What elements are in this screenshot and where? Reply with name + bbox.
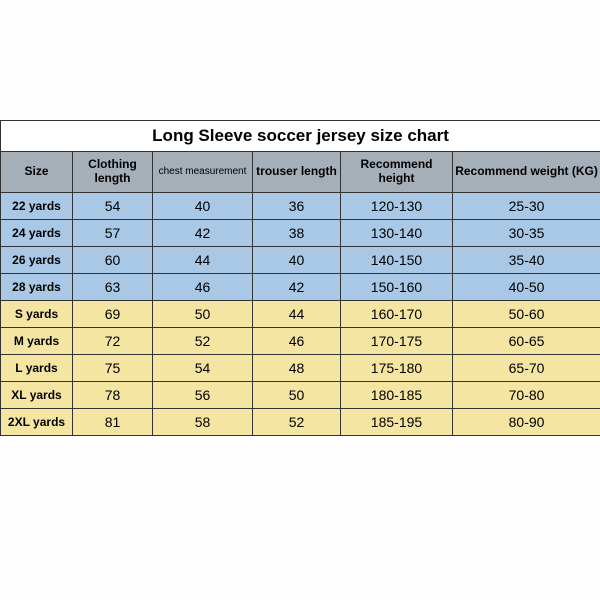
header-row: Size Clothing length chest measurement t… bbox=[1, 152, 600, 193]
size-cell: 24 yards bbox=[1, 220, 73, 247]
data-cell: 81 bbox=[73, 409, 153, 436]
data-cell: 58 bbox=[153, 409, 253, 436]
data-cell: 50 bbox=[253, 382, 341, 409]
col-trouser-length: trouser length bbox=[253, 152, 341, 193]
data-cell: 120-130 bbox=[341, 193, 453, 220]
table-row: 28 yards634642150-16040-50 bbox=[1, 274, 600, 301]
col-recommend-weight: Recommend weight (KG) bbox=[453, 152, 600, 193]
data-cell: 75 bbox=[73, 355, 153, 382]
data-cell: 52 bbox=[153, 328, 253, 355]
data-cell: 175-180 bbox=[341, 355, 453, 382]
size-chart-table: Long Sleeve soccer jersey size chart Siz… bbox=[0, 120, 600, 436]
data-cell: 180-185 bbox=[341, 382, 453, 409]
data-cell: 50-60 bbox=[453, 301, 600, 328]
size-cell: 28 yards bbox=[1, 274, 73, 301]
data-cell: 70-80 bbox=[453, 382, 600, 409]
chart-title: Long Sleeve soccer jersey size chart bbox=[1, 121, 600, 152]
data-cell: 48 bbox=[253, 355, 341, 382]
data-cell: 140-150 bbox=[341, 247, 453, 274]
data-cell: 170-175 bbox=[341, 328, 453, 355]
table-row: 24 yards574238130-14030-35 bbox=[1, 220, 600, 247]
table-row: 26 yards604440140-15035-40 bbox=[1, 247, 600, 274]
data-cell: 50 bbox=[153, 301, 253, 328]
size-cell: 26 yards bbox=[1, 247, 73, 274]
data-cell: 44 bbox=[253, 301, 341, 328]
data-cell: 40-50 bbox=[453, 274, 600, 301]
data-cell: 52 bbox=[253, 409, 341, 436]
data-cell: 69 bbox=[73, 301, 153, 328]
data-cell: 40 bbox=[153, 193, 253, 220]
data-cell: 25-30 bbox=[453, 193, 600, 220]
col-chest-measurement: chest measurement bbox=[153, 152, 253, 193]
data-cell: 60 bbox=[73, 247, 153, 274]
data-cell: 63 bbox=[73, 274, 153, 301]
data-cell: 54 bbox=[153, 355, 253, 382]
col-clothing-length: Clothing length bbox=[73, 152, 153, 193]
data-cell: 80-90 bbox=[453, 409, 600, 436]
data-cell: 78 bbox=[73, 382, 153, 409]
data-cell: 65-70 bbox=[453, 355, 600, 382]
table-row: 2XL yards815852185-19580-90 bbox=[1, 409, 600, 436]
data-cell: 30-35 bbox=[453, 220, 600, 247]
data-cell: 46 bbox=[153, 274, 253, 301]
data-cell: 130-140 bbox=[341, 220, 453, 247]
table-body: 22 yards544036120-13025-3024 yards574238… bbox=[1, 193, 600, 436]
data-cell: 44 bbox=[153, 247, 253, 274]
data-cell: 185-195 bbox=[341, 409, 453, 436]
size-cell: L yards bbox=[1, 355, 73, 382]
table-row: L yards755448175-18065-70 bbox=[1, 355, 600, 382]
data-cell: 46 bbox=[253, 328, 341, 355]
col-recommend-height: Recommend height bbox=[341, 152, 453, 193]
data-cell: 42 bbox=[253, 274, 341, 301]
data-cell: 36 bbox=[253, 193, 341, 220]
size-cell: S yards bbox=[1, 301, 73, 328]
data-cell: 160-170 bbox=[341, 301, 453, 328]
data-cell: 72 bbox=[73, 328, 153, 355]
table-row: 22 yards544036120-13025-30 bbox=[1, 193, 600, 220]
data-cell: 40 bbox=[253, 247, 341, 274]
size-cell: 22 yards bbox=[1, 193, 73, 220]
data-cell: 35-40 bbox=[453, 247, 600, 274]
table-row: M yards725246170-17560-65 bbox=[1, 328, 600, 355]
data-cell: 42 bbox=[153, 220, 253, 247]
table-row: S yards695044160-17050-60 bbox=[1, 301, 600, 328]
data-cell: 57 bbox=[73, 220, 153, 247]
size-cell: M yards bbox=[1, 328, 73, 355]
size-cell: XL yards bbox=[1, 382, 73, 409]
data-cell: 150-160 bbox=[341, 274, 453, 301]
table-row: XL yards785650180-18570-80 bbox=[1, 382, 600, 409]
data-cell: 54 bbox=[73, 193, 153, 220]
col-size: Size bbox=[1, 152, 73, 193]
data-cell: 56 bbox=[153, 382, 253, 409]
data-cell: 38 bbox=[253, 220, 341, 247]
data-cell: 60-65 bbox=[453, 328, 600, 355]
size-cell: 2XL yards bbox=[1, 409, 73, 436]
